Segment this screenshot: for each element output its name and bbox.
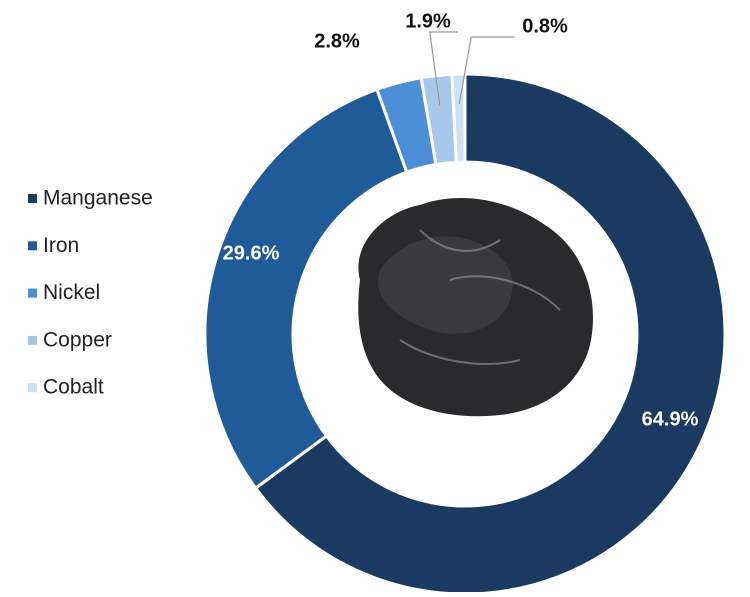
legend-swatch <box>28 241 37 251</box>
leader-line <box>429 31 458 106</box>
legend-swatch <box>28 194 37 203</box>
legend-label: Iron <box>43 234 79 257</box>
value-label: 29.6% <box>223 242 280 264</box>
legend-label: Nickel <box>43 281 100 304</box>
value-label: 1.9% <box>405 10 451 32</box>
legend-swatch <box>28 335 37 345</box>
slice <box>253 72 727 596</box>
slice <box>450 72 467 164</box>
legend-label: Copper <box>43 328 112 351</box>
legend-swatch <box>28 383 37 393</box>
value-label: 0.8% <box>522 15 568 37</box>
legend-label: Manganese <box>43 187 153 210</box>
value-label: 2.8% <box>314 30 360 52</box>
rock-image <box>358 197 593 417</box>
legend-label: Cobalt <box>43 376 104 399</box>
value-label: 64.9% <box>642 408 699 430</box>
leader-line <box>458 36 515 105</box>
slice <box>203 87 409 491</box>
legend: Manganese Iron Nickel Copper Cobalt <box>28 187 153 399</box>
legend-swatch <box>28 288 37 298</box>
